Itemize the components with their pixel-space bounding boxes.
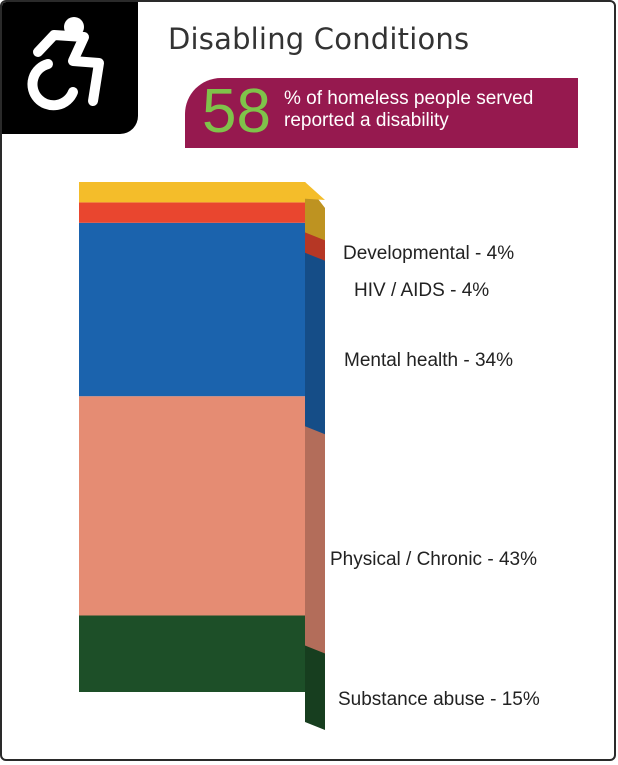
accessibility-wheelchair-icon bbox=[27, 17, 104, 111]
segment-mental-health bbox=[79, 222, 325, 435]
label-physical-chronic: Physical / Chronic - 43% bbox=[330, 549, 537, 570]
stacked-column-chart: Substance abuse - 15% Physical / Chronic … bbox=[79, 182, 540, 730]
label-mental-health: Mental health - 34% bbox=[344, 350, 513, 371]
label-developmental: Developmental - 4% bbox=[343, 243, 514, 264]
disability-stat-banner: 58 % of homeless people served reported … bbox=[185, 77, 578, 148]
bar-top-face bbox=[79, 182, 325, 200]
label-substance-abuse: Substance abuse - 15% bbox=[338, 689, 540, 710]
accessibility-icon-box bbox=[2, 2, 138, 134]
bar-substance-abuse-front bbox=[79, 615, 305, 692]
bar-mental-health-side bbox=[305, 222, 325, 435]
label-hiv-aids: HIV / AIDS - 4% bbox=[354, 280, 489, 301]
bar-hiv-aids-front bbox=[79, 202, 305, 223]
disability-description: % of homeless people served reported a d… bbox=[284, 88, 534, 131]
bar-physical-chronic-front bbox=[79, 396, 305, 616]
bar-physical-chronic-side bbox=[305, 396, 325, 654]
bar-mental-health-front bbox=[79, 222, 305, 397]
page-title: Disabling Conditions bbox=[168, 22, 470, 56]
disability-percent: 58 bbox=[202, 77, 271, 146]
segment-physical-chronic bbox=[79, 396, 325, 654]
